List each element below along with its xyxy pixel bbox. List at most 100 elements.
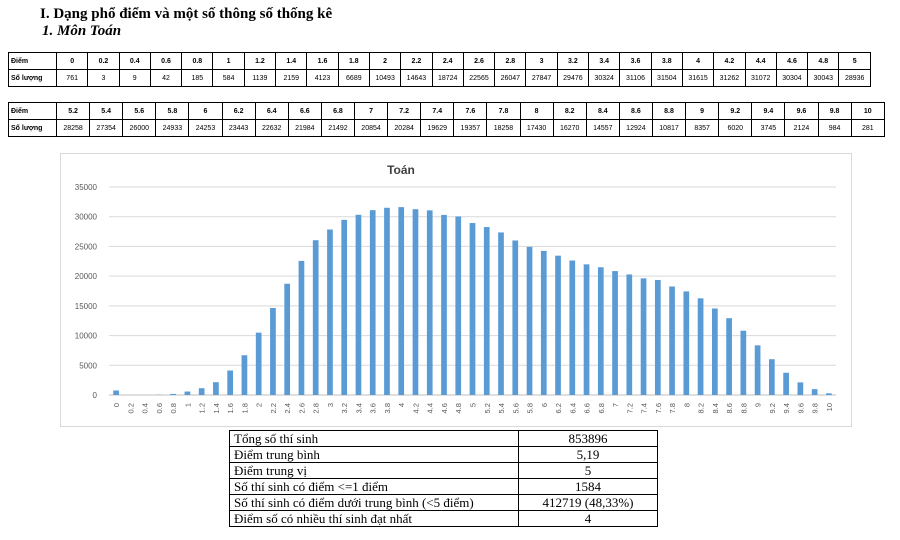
stat-label: Điểm số có nhiều thí sinh đạt nhất [229, 510, 519, 527]
score-cell: 9.8 [817, 102, 852, 120]
score-distribution-chart: Toán 0 5000 10000 15000 20000 25000 30000 35000… [60, 153, 852, 427]
section-heading: I. Dạng phổ điểm và một số thông số thốn… [40, 6, 333, 22]
bar [227, 370, 234, 395]
score-cell: 6 [188, 102, 223, 120]
score-cell: 7.6 [453, 102, 488, 120]
count-cell: 21492 [320, 119, 355, 137]
x-tick-label: 1.4 [212, 403, 221, 413]
y-tick-label: 35000 [75, 183, 98, 192]
y-tick-label: 25000 [75, 242, 98, 251]
bar [341, 219, 348, 395]
x-tick-label: 6.8 [597, 403, 606, 413]
y-tick-label: 5000 [79, 361, 97, 370]
subsection-heading: 1. Môn Toán [42, 23, 122, 39]
score-table-part1: Điểm 0 0.2 0.4 0.6 0.8 1 1.2 1.4 1.6 1.8 2 2.2 2.4 2.… [8, 52, 871, 87]
count-cell: 2159 [275, 69, 308, 87]
score-cell: 0.4 [118, 52, 151, 70]
score-cell: 7.2 [387, 102, 422, 120]
score-cell: 5.2 [55, 102, 91, 120]
bar [797, 382, 804, 395]
chart-svg: Toán 0 5000 10000 15000 20000 25000 30000 35000… [75, 163, 836, 413]
bar [369, 210, 376, 395]
bar [298, 260, 305, 395]
x-tick-label: 6.4 [568, 403, 577, 413]
score-cell: 4 [681, 52, 715, 70]
score-cell: 1.4 [275, 52, 308, 70]
count-cell: 31262 [713, 69, 746, 87]
x-tick-label: 4.8 [454, 403, 463, 413]
x-tick-label: 6 [540, 403, 549, 407]
x-tick-label: 4.4 [426, 403, 435, 413]
x-tick-label: 2 [255, 403, 264, 407]
bar [213, 382, 219, 395]
bar [512, 240, 519, 395]
bar [811, 389, 818, 395]
bar [284, 283, 291, 395]
bar [270, 307, 276, 395]
score-cell: 0.2 [87, 52, 120, 70]
bar [826, 393, 832, 395]
score-row: Điểm 5.2 5.4 5.6 5.8 6 6.2 6.4 6.6 6.8 7 7.2 7.4 7.6… [8, 102, 886, 120]
x-tick-label: 6.6 [583, 403, 592, 413]
bar [526, 246, 533, 395]
score-cell: 1.8 [337, 52, 370, 70]
score-cell: 7 [353, 102, 389, 120]
count-row: Số lượng 761 3 9 42 185 584 1139 2159 4123 6689 10… [8, 69, 871, 87]
score-cell: 1.2 [243, 52, 277, 70]
count-cell: 2124 [784, 119, 819, 137]
stat-label: Số thí sinh có điểm <=1 điểm [229, 478, 519, 495]
score-cell: 0 [55, 52, 89, 70]
x-tick-label: 1 [183, 403, 192, 407]
x-tick-label: 3.4 [354, 403, 363, 413]
statistics-table: Tổng số thí sinh 853896 Điểm trung bình 5,1… [229, 430, 658, 527]
bar [412, 209, 419, 395]
score-cell: 2.8 [494, 52, 527, 70]
x-tick-label: 2.8 [312, 403, 321, 413]
score-cell: 8.8 [651, 102, 687, 120]
count-cell: 30304 [775, 69, 809, 87]
bar [455, 216, 462, 395]
stats-row: Điểm trung vị 5 [229, 462, 658, 479]
stat-label: Số thí sinh có điểm dưới trung bình (<5 … [229, 494, 519, 511]
count-cell: 24933 [155, 119, 190, 137]
bar [754, 345, 761, 395]
score-cell: 4.2 [713, 52, 746, 70]
x-tick-label: 9.8 [811, 403, 820, 413]
score-cell: 6.8 [320, 102, 355, 120]
chart-bars [113, 207, 832, 395]
count-cell: 30043 [807, 69, 840, 87]
x-tick-label: 5.2 [483, 403, 492, 413]
stat-value: 1584 [518, 478, 658, 495]
row-label-count: Số lượng [8, 119, 57, 137]
x-tick-label: 7.4 [640, 403, 649, 413]
score-cell: 2 [368, 52, 402, 70]
bar [783, 372, 789, 395]
stat-value: 853896 [518, 430, 658, 447]
score-cell: 8.2 [552, 102, 587, 120]
bar [540, 250, 547, 395]
bar [697, 298, 704, 395]
x-tick-label: 2.4 [283, 403, 292, 413]
x-tick-label: 7 [611, 403, 620, 407]
x-tick-label: 1.8 [240, 403, 249, 413]
stat-label: Điểm trung bình [229, 446, 519, 463]
count-cell: 14643 [400, 69, 433, 87]
x-tick-label: 4.2 [411, 403, 420, 413]
stat-label: Điểm trung vị [229, 462, 519, 479]
score-cell: 4.6 [775, 52, 809, 70]
x-tick-label: 5 [469, 403, 478, 407]
x-tick-label: 0.6 [155, 403, 164, 413]
chart-title: Toán [387, 163, 415, 177]
count-cell: 24253 [188, 119, 223, 137]
count-cell: 22565 [462, 69, 496, 87]
x-tick-label: 4 [397, 403, 406, 407]
score-cell: 3.4 [588, 52, 621, 70]
row-label-score: Điểm [8, 102, 57, 120]
row-label-count: Số lượng [8, 69, 57, 87]
count-cell: 6689 [337, 69, 370, 87]
score-cell: 0.8 [181, 52, 214, 70]
count-cell: 10817 [651, 119, 687, 137]
count-cell: 28258 [55, 119, 91, 137]
x-tick-label: 5.4 [497, 403, 506, 413]
count-cell: 6020 [718, 119, 753, 137]
